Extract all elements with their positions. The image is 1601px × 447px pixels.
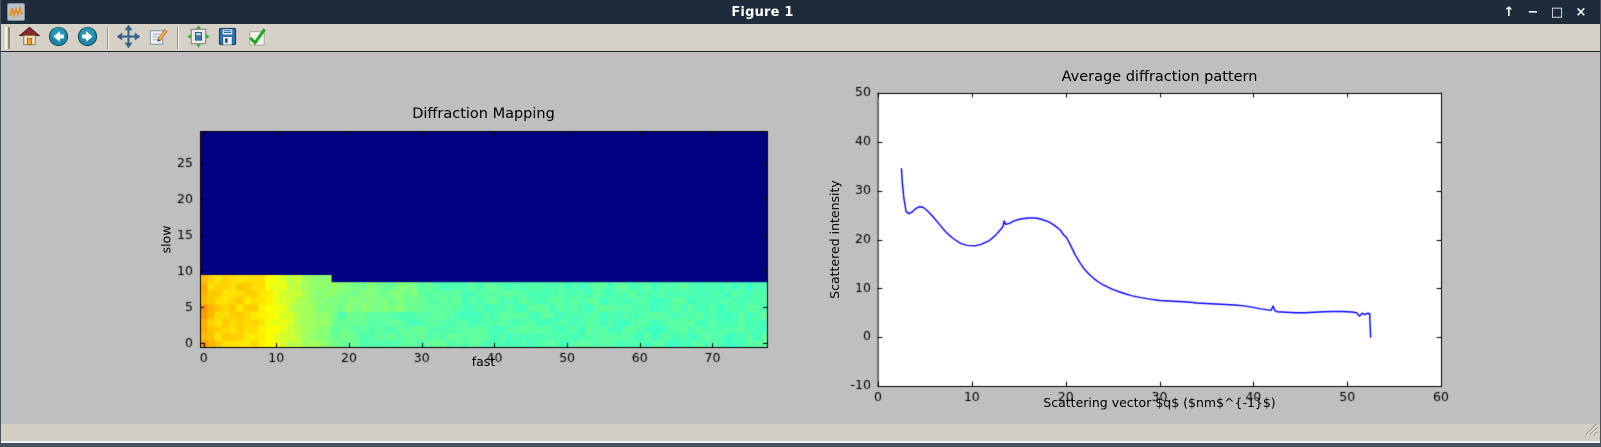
close-button[interactable]: × — [1575, 4, 1587, 20]
back-icon — [47, 25, 70, 51]
save-button[interactable] — [214, 25, 241, 51]
forward-button[interactable] — [74, 25, 101, 51]
lineplot-title: Average diffraction pattern — [1061, 69, 1258, 85]
resize-grip-icon[interactable] — [1583, 421, 1598, 440]
lineplot-xlabel: Scattering vector $q$ ($nm$^{-1}$) — [1043, 395, 1276, 410]
window-bottom-edge — [1, 443, 1600, 447]
home-icon — [18, 25, 41, 51]
pan-button[interactable] — [115, 24, 142, 51]
pan-icon — [116, 24, 141, 51]
shade-button[interactable]: ↑ — [1503, 4, 1515, 20]
forward-icon — [76, 25, 99, 51]
heatmap-ylabel: slow — [158, 225, 174, 253]
apply-button[interactable] — [243, 25, 270, 51]
matplotlib-logo-icon — [7, 3, 25, 21]
edit-notepad-icon — [146, 25, 169, 51]
save-icon — [216, 25, 239, 51]
heatmap-title: Diffraction Mapping — [412, 106, 555, 122]
home-button[interactable] — [16, 25, 43, 51]
heatmap-xlabel: fast — [471, 354, 496, 369]
maximize-button[interactable]: □ — [1550, 4, 1564, 20]
apply-check-icon — [245, 25, 268, 51]
toolbar-separator — [177, 26, 179, 49]
figure-canvas-area: Diffraction Mapping fast slow Average di… — [1, 52, 1600, 424]
toolbar-separator — [107, 26, 109, 49]
edit-button[interactable] — [144, 25, 171, 51]
status-bar — [1, 421, 1600, 441]
plot-canvas[interactable] — [1, 52, 1600, 424]
title-bar[interactable]: Figure 1 ↑ − □ × — [1, 0, 1600, 24]
matplotlib-toolbar — [1, 24, 1600, 52]
lineplot-ylabel: Scattered intensity — [826, 180, 842, 299]
minimize-button[interactable]: − — [1527, 4, 1539, 20]
window-bottom-highlight — [1, 441, 1600, 443]
window-title: Figure 1 — [731, 4, 794, 20]
configure-subplots-icon — [187, 24, 210, 51]
back-button[interactable] — [45, 25, 72, 51]
toolbar-drag-handle[interactable] — [5, 26, 10, 49]
configure-subplots-button[interactable] — [185, 24, 212, 51]
